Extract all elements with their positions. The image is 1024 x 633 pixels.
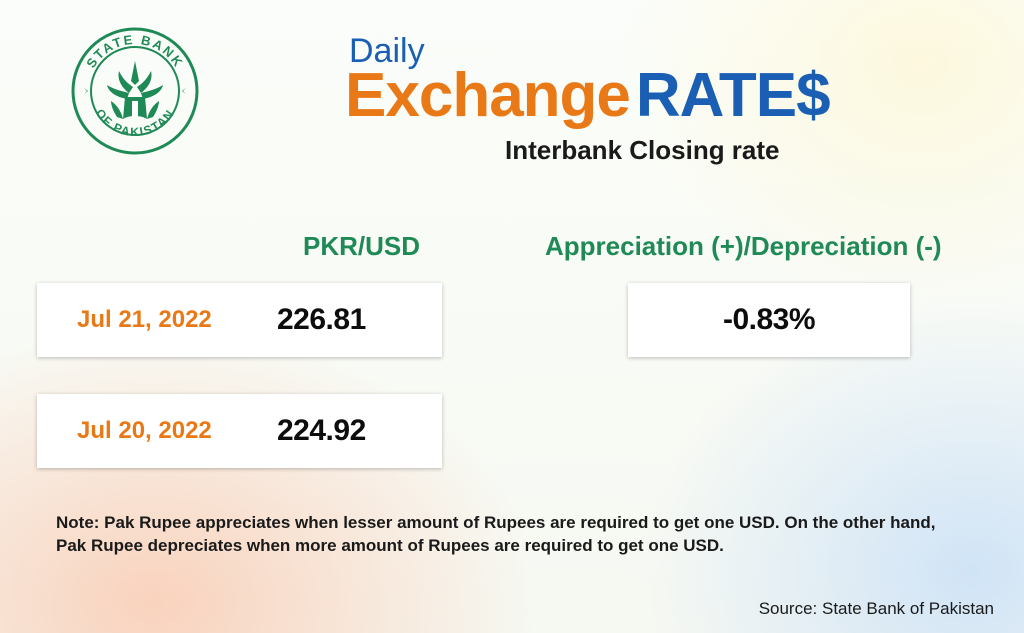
title-word-exchange: Exchange	[345, 61, 630, 130]
source-text: Source: State Bank of Pakistan	[759, 599, 994, 619]
title-subtitle: Interbank Closing rate	[505, 135, 830, 166]
title-main: ExchangeRATE$	[345, 65, 830, 127]
sbp-logo: STATE BANK OF PAKISTAN	[70, 26, 200, 156]
change-card: -0.83%	[628, 283, 910, 357]
rate-card-current: Jul 21, 2022 226.81	[37, 283, 442, 357]
date-current: Jul 21, 2022	[77, 306, 277, 334]
change-value: -0.83%	[723, 303, 815, 337]
rate-current: 226.81	[277, 303, 366, 337]
column-header-change: Appreciation (+)/Depreciation (-)	[545, 231, 942, 262]
rate-previous: 224.92	[277, 414, 366, 448]
note-text: Note: Pak Rupee appreciates when lesser …	[56, 512, 968, 558]
rate-card-previous: Jul 20, 2022 224.92	[37, 394, 442, 468]
date-previous: Jul 20, 2022	[77, 417, 277, 445]
column-header-rate: PKR/USD	[303, 231, 420, 262]
title-word-rates: RATE$	[636, 61, 830, 130]
title-block: Daily ExchangeRATE$ Interbank Closing ra…	[345, 32, 830, 166]
